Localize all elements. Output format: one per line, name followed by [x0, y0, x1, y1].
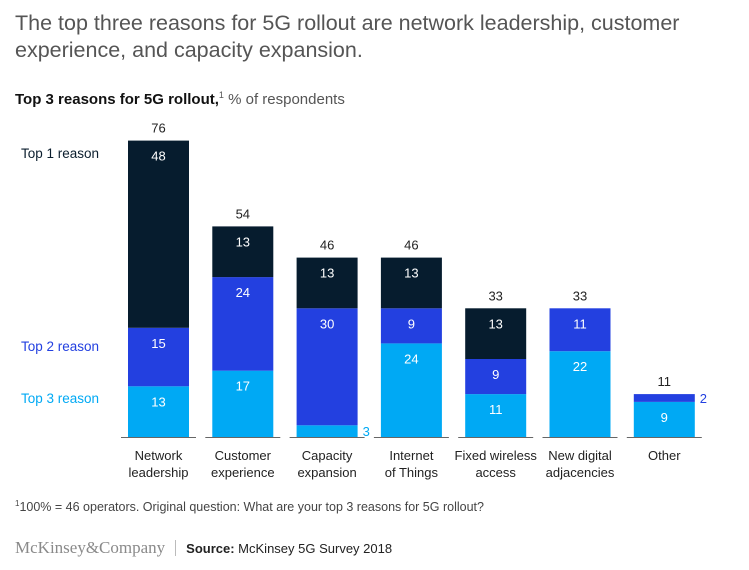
bar-total-label: 33	[488, 288, 502, 303]
bar-value-label: 24	[236, 285, 250, 300]
subtitle-footnote-mark: 1	[218, 90, 224, 100]
chart-subtitle: Top 3 reasons for 5G rollout,1 % of resp…	[15, 90, 345, 108]
bar-value-label: 24	[404, 351, 418, 366]
bar-total-label: 54	[236, 206, 250, 221]
bar-total-label: 46	[320, 238, 334, 253]
category-label: Capacity	[302, 448, 353, 463]
bar-value-label: 13	[404, 266, 418, 281]
bar-segment-top1	[296, 257, 358, 309]
category-label: New digital	[548, 448, 612, 463]
footnote: 1100% = 46 operators. Original question:…	[15, 499, 484, 514]
bar-segment-top3	[296, 425, 358, 437]
bar-total-label: 76	[151, 121, 165, 136]
category-label: access	[475, 465, 516, 480]
bar-value-label: 13	[320, 266, 334, 281]
subtitle-unit: % of respondents	[223, 91, 345, 108]
legend-label: Top 3 reason	[21, 391, 99, 406]
bar-value-label: 13	[236, 234, 250, 249]
bar-segment-top2	[128, 327, 189, 387]
bar-segment-top2	[380, 308, 442, 344]
bar-value-label: 17	[236, 379, 250, 394]
chart-headline: The top three reasons for 5G rollout are…	[15, 11, 680, 62]
bar-value-label: 13	[151, 394, 165, 409]
bar-value-label: 2	[700, 391, 707, 406]
category-label: experience	[211, 465, 275, 480]
bar-segment-top3	[633, 401, 695, 437]
source-label: Source:	[186, 540, 235, 556]
footer-divider	[175, 540, 177, 556]
bar-segment-top3	[380, 343, 442, 437]
bar-segment-top3	[128, 386, 189, 437]
bar-value-label: 9	[492, 367, 499, 382]
footnote-mark: 1	[15, 499, 20, 508]
bar-segment-top1	[128, 140, 189, 328]
subtitle-bold: Top 3 reasons for 5G rollout,	[15, 91, 219, 108]
bar-value-label: 30	[320, 316, 334, 331]
source-text: McKinsey 5G Survey 2018	[234, 540, 393, 556]
bar-total-label: 11	[658, 374, 672, 389]
bar-segment-top2	[212, 277, 274, 371]
category-label: Network	[135, 448, 183, 463]
bar-segment-top3	[465, 394, 527, 437]
footer: McKinsey&Company Source: McKinsey 5G Sur…	[15, 538, 392, 558]
bar-total-label: 33	[573, 288, 587, 303]
legend-label: Top 1 reason	[21, 146, 99, 161]
bar-segment-top2	[549, 308, 611, 352]
legend-label: Top 2 reason	[21, 339, 99, 354]
bar-segment-top1	[465, 308, 527, 359]
bar-value-label: 48	[151, 149, 165, 164]
bar-value-label: 9	[661, 410, 668, 425]
bar-total-label: 46	[404, 238, 418, 253]
category-label: Customer	[215, 448, 272, 463]
bar-value-label: 13	[488, 316, 502, 331]
bar-segment-top2	[296, 308, 358, 426]
bar-segment-top1	[212, 226, 274, 278]
bar-segment-top1	[380, 257, 442, 309]
stacked-bar-chart: 13 15 48 76 Network leadership 17 24 13 54 Custome…	[21, 121, 707, 480]
category-label: leadership	[129, 465, 189, 480]
category-label: Other	[648, 448, 681, 463]
bar-segment-top2	[465, 359, 527, 395]
category-label: adjacencies	[546, 465, 615, 480]
bar-segment-top2	[633, 394, 695, 402]
mckinsey-logo: McKinsey&Company	[15, 538, 166, 557]
bar-value-label: 3	[363, 424, 370, 439]
category-label: Internet	[389, 448, 433, 463]
bar-value-label: 9	[408, 316, 415, 331]
category-label: Fixed wireless	[455, 448, 538, 463]
bar-value-label: 22	[573, 359, 587, 374]
category-label: of Things	[385, 465, 439, 480]
category-label: expansion	[297, 465, 356, 480]
bar-segment-top3	[212, 370, 274, 437]
bar-value-label: 11	[489, 402, 503, 417]
bar-segment-top3	[549, 351, 611, 437]
footnote-text: 100% = 46 operators. Original question: …	[19, 500, 484, 515]
source-note: Source: McKinsey 5G Survey 2018	[186, 541, 392, 556]
bar-value-label: 11	[573, 316, 587, 331]
bar-value-label: 15	[151, 336, 165, 351]
